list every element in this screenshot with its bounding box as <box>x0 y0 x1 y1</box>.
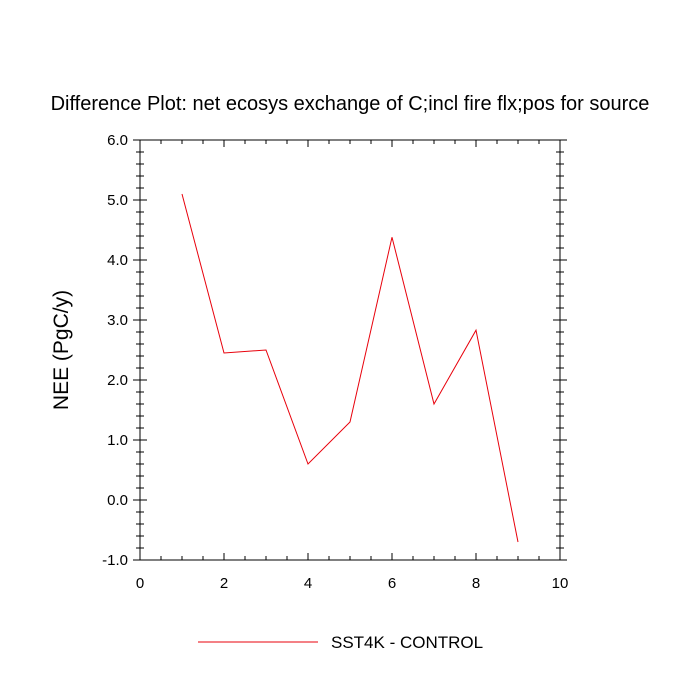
y-tick-label: 0.0 <box>107 492 128 509</box>
x-tick-label: 10 <box>552 575 569 592</box>
y-tick-label: 6.0 <box>107 132 128 149</box>
y-tick-label: 2.0 <box>107 372 128 389</box>
series-lines <box>181 193 519 543</box>
x-tick-label: 0 <box>136 575 144 592</box>
plot-frame <box>139 139 561 561</box>
y-tick-label: 4.0 <box>107 252 128 269</box>
x-tick-label: 2 <box>220 575 228 592</box>
legend: SST4K - CONTROL <box>198 633 483 652</box>
y-tick-label: 1.0 <box>107 432 128 449</box>
y-tick-label: -1.0 <box>102 552 128 569</box>
y-tick-label: 3.0 <box>107 312 128 329</box>
y-tick-label: 5.0 <box>107 192 128 209</box>
legend-label: SST4K - CONTROL <box>331 633 483 652</box>
chart-title: Difference Plot: net ecosys exchange of … <box>51 93 650 115</box>
x-tick-label: 6 <box>388 575 396 592</box>
series-line <box>181 193 519 543</box>
x-tick-label: 4 <box>304 575 312 592</box>
x-tick-label: 8 <box>472 575 480 592</box>
y-axis-label: NEE (PgC/y) <box>50 290 73 410</box>
axis-ticks: 0 2 4 6 8 10 -1.0 0.0 1.0 2.0 3.0 4.0 5.0 6.0 <box>102 132 568 592</box>
